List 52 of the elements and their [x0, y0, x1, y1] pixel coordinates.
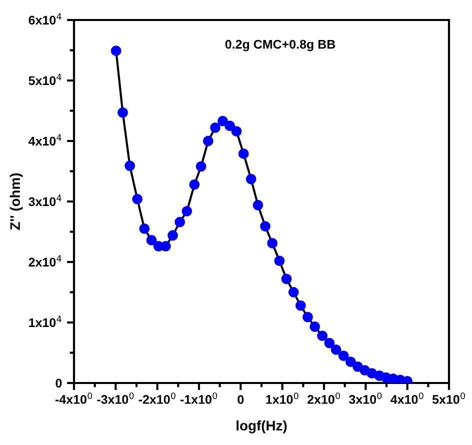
- x-tick-label: 5x10$^{0}$: [432, 392, 465, 404]
- point: [310, 322, 320, 332]
- y-tick-label: 2x10$^{4}$: [28, 255, 62, 267]
- x-tick-label: 2x10$^{0}$: [307, 392, 340, 404]
- y-tick-label: 0: [56, 378, 62, 388]
- x-tick-label: -4x10$^{0}$: [55, 392, 92, 404]
- point: [124, 160, 136, 172]
- point: [189, 179, 200, 190]
- x-tick-label: -3x10$^{0}$: [97, 392, 134, 404]
- point: [338, 350, 349, 361]
- y-tick-label: 6x10$^{4}$: [28, 13, 62, 25]
- point: [345, 356, 356, 368]
- point: [317, 330, 328, 342]
- point: [132, 194, 143, 204]
- x-tick-label: 3x10$^{0}$: [349, 392, 382, 404]
- point: [302, 312, 313, 322]
- point: [260, 221, 270, 232]
- point: [118, 107, 128, 118]
- point: [295, 300, 306, 311]
- point: [174, 216, 186, 228]
- point: [139, 224, 150, 234]
- point: [202, 136, 214, 146]
- x-tick-label: -2x10$^{0}$: [138, 392, 176, 404]
- annotation: 0.2g CMC+0.8g BB: [225, 40, 336, 52]
- point: [281, 274, 292, 284]
- y-tick-label: 1x10$^{4}$: [29, 316, 62, 328]
- point: [182, 206, 192, 216]
- point: [324, 338, 335, 348]
- point: [231, 126, 242, 137]
- point: [210, 122, 220, 133]
- point: [168, 230, 178, 241]
- y-tick-label: 5x10$^{4}$: [28, 74, 62, 86]
- point: [246, 174, 256, 184]
- point: [196, 161, 206, 172]
- point: [330, 344, 342, 355]
- x-tick-label: -1x10$^{0}$: [180, 392, 218, 404]
- y-axis-title: Z'' (ohm): [10, 173, 23, 230]
- point: [146, 235, 157, 246]
- y-tick-label: 3x10$^{4}$: [28, 194, 62, 206]
- x-axis-title: logf(Hz): [236, 420, 287, 434]
- point: [110, 46, 122, 56]
- x-tick-label: 1x10$^{0}$: [266, 392, 298, 404]
- point: [267, 238, 278, 248]
- x-tick-label: 4x10$^{0}$: [390, 392, 424, 404]
- point: [274, 256, 285, 266]
- point: [252, 200, 264, 210]
- y-tick-label: 4x10$^{4}$: [28, 134, 62, 146]
- x-tick-label: 0: [238, 395, 244, 404]
- point: [288, 287, 299, 298]
- point: [218, 116, 228, 126]
- point: [224, 120, 236, 132]
- point: [238, 148, 249, 159]
